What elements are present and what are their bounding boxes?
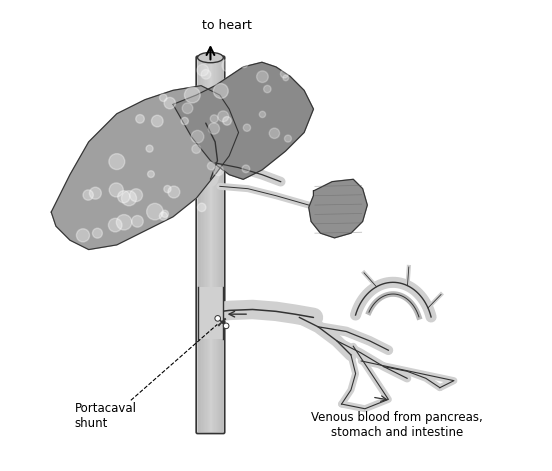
Circle shape [283, 75, 289, 81]
Text: to heart: to heart [202, 19, 252, 32]
Circle shape [198, 203, 206, 211]
Circle shape [131, 216, 144, 227]
Bar [203, 57, 204, 432]
Circle shape [59, 107, 73, 121]
Circle shape [147, 171, 155, 178]
Circle shape [284, 135, 291, 142]
Circle shape [222, 116, 231, 125]
Circle shape [147, 203, 163, 220]
Bar [212, 57, 213, 432]
Circle shape [280, 70, 289, 78]
Circle shape [215, 316, 220, 321]
Circle shape [191, 130, 204, 143]
Circle shape [213, 165, 224, 176]
Circle shape [210, 115, 218, 122]
Bar [208, 57, 209, 432]
Polygon shape [309, 179, 367, 238]
Bar [213, 57, 214, 432]
Circle shape [269, 128, 280, 138]
Ellipse shape [198, 52, 224, 63]
Bar [204, 57, 205, 432]
Bar [209, 57, 210, 432]
Circle shape [241, 60, 248, 67]
Bar [199, 57, 200, 432]
Bar [210, 57, 212, 432]
Bar [200, 57, 201, 432]
Bar [216, 57, 217, 432]
Circle shape [146, 145, 153, 152]
Bar [218, 57, 220, 432]
Polygon shape [51, 86, 238, 250]
Circle shape [161, 210, 168, 218]
Circle shape [242, 165, 250, 173]
Circle shape [83, 190, 93, 200]
Circle shape [243, 124, 251, 131]
Circle shape [208, 162, 215, 170]
Bar [198, 287, 224, 339]
Circle shape [120, 86, 134, 100]
Bar [217, 57, 218, 432]
Bar [206, 57, 208, 432]
Bar [198, 57, 199, 432]
Circle shape [168, 186, 180, 198]
Circle shape [259, 111, 266, 118]
Circle shape [108, 218, 122, 232]
Circle shape [76, 229, 89, 242]
Bar [222, 57, 224, 432]
Circle shape [264, 85, 271, 93]
Circle shape [66, 95, 76, 104]
Circle shape [184, 87, 200, 103]
Circle shape [164, 97, 176, 109]
Bar [220, 57, 221, 432]
Circle shape [116, 215, 132, 230]
Bar [201, 57, 203, 432]
Circle shape [218, 111, 229, 122]
Circle shape [160, 212, 167, 220]
Text: Portacaval
shunt: Portacaval shunt [75, 402, 137, 430]
Circle shape [68, 100, 81, 113]
Circle shape [151, 115, 163, 127]
Circle shape [173, 229, 189, 245]
Circle shape [182, 103, 193, 114]
Circle shape [136, 114, 144, 123]
Bar [214, 57, 216, 432]
Circle shape [257, 71, 268, 82]
Bar [205, 57, 206, 432]
Bar [221, 57, 222, 432]
Text: Venous blood from pancreas,
stomach and intestine: Venous blood from pancreas, stomach and … [311, 411, 483, 439]
Circle shape [164, 186, 171, 193]
Circle shape [160, 94, 167, 101]
Polygon shape [173, 62, 314, 179]
Circle shape [208, 123, 220, 134]
Circle shape [181, 117, 188, 125]
Circle shape [192, 145, 201, 154]
Circle shape [109, 154, 125, 170]
Circle shape [109, 183, 123, 197]
Circle shape [294, 144, 300, 151]
Circle shape [89, 187, 102, 199]
Circle shape [78, 123, 92, 137]
FancyBboxPatch shape [196, 56, 225, 434]
Circle shape [224, 323, 229, 329]
Circle shape [85, 113, 92, 120]
Circle shape [93, 228, 102, 238]
Circle shape [201, 70, 211, 79]
Circle shape [121, 191, 136, 206]
Circle shape [214, 83, 228, 98]
Circle shape [197, 65, 209, 76]
Circle shape [222, 59, 235, 72]
Circle shape [130, 189, 142, 202]
Circle shape [118, 191, 130, 203]
